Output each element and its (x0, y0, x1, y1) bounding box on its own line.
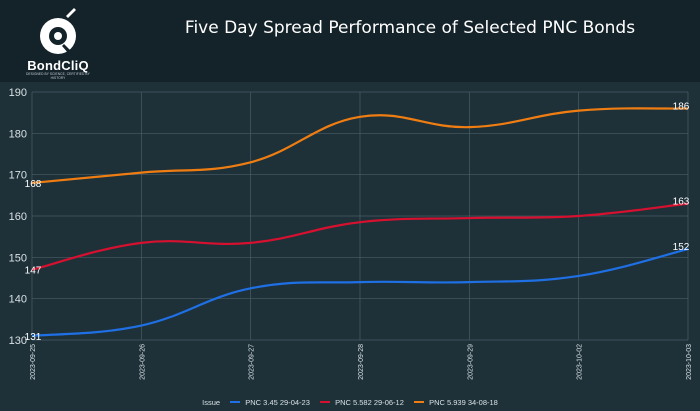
legend: Issue PNC 3.45 29-04-23 PNC 5.582 29-06-… (0, 397, 700, 411)
x-tick-label: 2023-09-28 (358, 344, 365, 380)
data-label-last-0: 152 (673, 242, 690, 253)
chart-title: Five Day Spread Performance of Selected … (184, 18, 636, 38)
bondcliq-logo: BondCliQ DESIGNED BY SCIENCE, CERTIFIED … (22, 6, 94, 80)
legend-title: Issue (202, 397, 221, 407)
data-label-first-0: 131 (25, 332, 42, 343)
y-tick-label: 160 (9, 211, 27, 223)
line-chart: 130 140 150 160 170 180 190 2023-09-25 2023-09-2… (9, 87, 693, 380)
data-label-first-1: 147 (25, 266, 42, 277)
legend-item-0[interactable]: PNC 3.45 29-04-23 (245, 397, 310, 407)
logo-mark-icon (40, 8, 76, 54)
series-line-0 (31, 247, 689, 337)
series-line-2 (31, 107, 689, 185)
logo-text: BondCliQ (27, 58, 89, 73)
data-label-last-2: 186 (673, 102, 690, 113)
data-label-first-2: 168 (25, 179, 42, 190)
legend-item-2[interactable]: PNC 5.939 34-08-18 (429, 397, 498, 407)
x-tick-label: 2023-09-27 (249, 344, 256, 380)
y-tick-label: 130 (9, 335, 27, 347)
x-tick-label: 2023-09-25 (30, 344, 37, 380)
y-tick-label: 140 (9, 294, 27, 306)
legend-item-1[interactable]: PNC 5.582 29-06-12 (335, 397, 404, 407)
y-tick-label: 150 (9, 252, 27, 264)
legend-swatch-1 (319, 401, 330, 404)
y-tick-label: 180 (9, 128, 27, 140)
y-tick-label: 190 (9, 87, 27, 99)
data-label-last-1: 163 (673, 197, 690, 208)
x-tick-label: 2023-09-26 (139, 344, 146, 380)
legend-swatch-2 (413, 401, 424, 404)
chart-area: 130 140 150 160 170 180 190 2023-09-25 2023-09-2… (0, 82, 700, 411)
x-tick-label: 2023-10-02 (577, 344, 584, 380)
y-tick-label: 170 (9, 170, 27, 182)
x-tick-label: 2023-10-03 (686, 344, 693, 380)
x-tick-label: 2023-09-29 (467, 344, 474, 380)
series-line-1 (31, 202, 689, 271)
logo-tagline: DESIGNED BY SCIENCE, CERTIFIED BY HISTOR… (26, 72, 90, 80)
legend-swatch-0 (230, 401, 241, 404)
chart-header: BondCliQ DESIGNED BY SCIENCE, CERTIFIED … (0, 0, 700, 82)
